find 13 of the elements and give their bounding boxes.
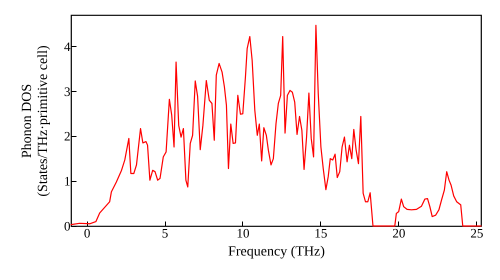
y-tick-label: 2 <box>64 128 70 144</box>
x-tick-label: 15 <box>314 226 328 240</box>
x-axis-title: Frequency (THz) <box>228 244 326 260</box>
x-tick-label: 25 <box>470 226 484 240</box>
y-tick-label: 1 <box>64 174 70 189</box>
x-tick-label: 20 <box>392 226 406 240</box>
x-tick-label: 10 <box>236 226 250 240</box>
line-series <box>70 24 482 227</box>
y-tick-label: 3 <box>64 84 70 99</box>
y-tick-label: 4 <box>64 38 71 54</box>
x-tick-label: 0 <box>84 226 90 240</box>
x-tick-label: 5 <box>162 226 168 240</box>
y-axis-title: Phonon DOS (States/THz·primitive cell) <box>20 45 51 197</box>
